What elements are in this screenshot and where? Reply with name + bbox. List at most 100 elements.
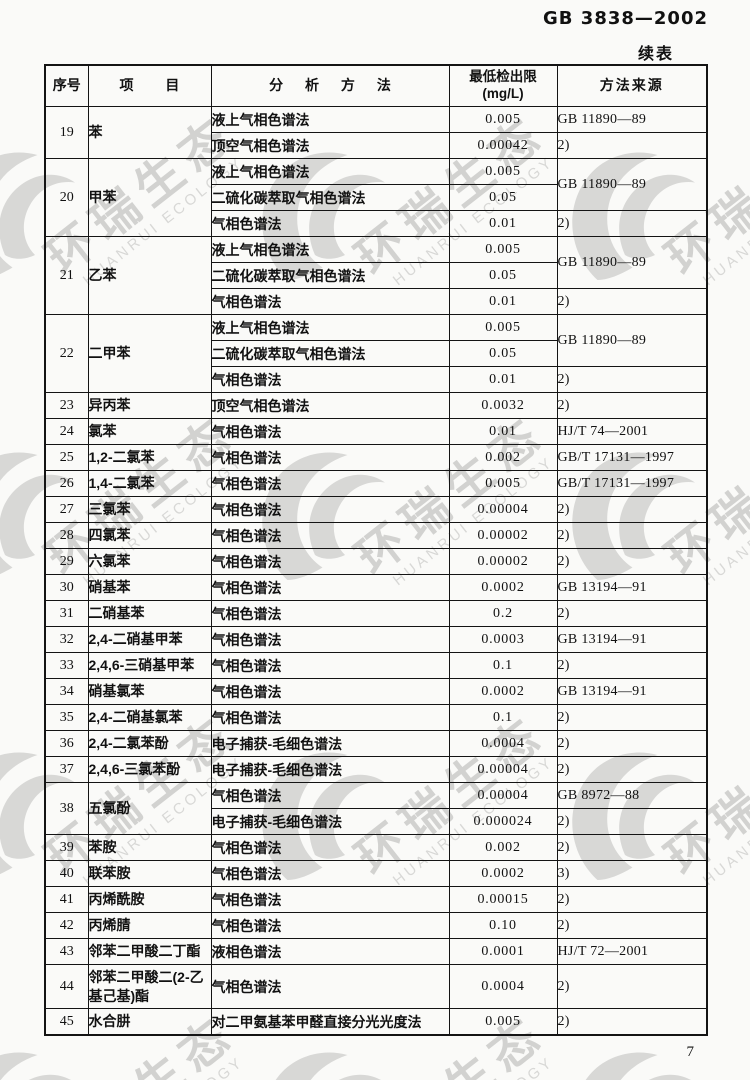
- cell-limit: 0.005: [448, 314, 558, 341]
- cell-method: 顶空气相色谱法: [210, 132, 450, 159]
- cell-limit: 0.0004: [448, 730, 558, 757]
- cell-no: 19: [44, 106, 89, 159]
- table-row: 24 氯苯 气相色谱法 0.01 HJ/T 74—2001: [44, 418, 708, 445]
- cell-method: 电子捕获-毛细色谱法: [210, 730, 450, 757]
- table-row: 41 丙烯酰胺 气相色谱法 0.00015 2): [44, 886, 708, 913]
- cell-limit: 0.1: [448, 704, 558, 731]
- table-row: 35 2,4-二硝基氯苯 气相色谱法 0.1 2): [44, 704, 708, 731]
- cell-source: 2): [556, 548, 708, 575]
- cell-no: 29: [44, 548, 89, 575]
- table-row: 30 硝基苯 气相色谱法 0.0002 GB 13194—91: [44, 574, 708, 601]
- cell-source: 2): [556, 964, 708, 1009]
- cell-limit: 0.0002: [448, 860, 558, 887]
- cell-method: 气相色谱法: [210, 834, 450, 861]
- cell-source: GB 13194—91: [556, 678, 708, 705]
- table-row: 31 二硝基苯 气相色谱法 0.2 2): [44, 600, 708, 627]
- table-row: 39 苯胺 气相色谱法 0.002 2): [44, 834, 708, 861]
- cell-limit: 0.00004: [448, 782, 558, 809]
- table-row: 二硫化碳萃取气相色谱法 0.05: [45, 184, 707, 211]
- table-row: 27 三氯苯 气相色谱法 0.00004 2): [44, 496, 708, 523]
- header-source: 方法来源: [556, 64, 708, 107]
- table-row: 44 邻苯二甲酸二(2-乙基己基)酯 气相色谱法 0.0004 2): [44, 964, 708, 1009]
- cell-item: 氯苯: [87, 418, 212, 445]
- cell-limit: 0.000024: [448, 808, 558, 835]
- cell-no: 45: [44, 1008, 89, 1036]
- cell-method: 气相色谱法: [210, 548, 450, 575]
- cell-no: 32: [44, 626, 89, 653]
- cell-item: 2,4-二氯苯酚: [87, 730, 212, 757]
- cell-no: 23: [44, 392, 89, 419]
- cell-limit: 0.1: [448, 652, 558, 679]
- cell-source: 2): [556, 704, 708, 731]
- cell-no: 35: [44, 704, 89, 731]
- table-row: 22 二甲苯 液上气相色谱法 0.005 GB 11890—89: [44, 314, 708, 393]
- cell-method: 气相色谱法: [210, 912, 450, 939]
- table-row: 电子捕获-毛细色谱法 0.000024 2): [45, 808, 708, 835]
- cell-method: 电子捕获-毛细色谱法: [210, 808, 450, 835]
- cell-method: 电子捕获-毛细色谱法: [210, 756, 450, 783]
- cell-method: 气相色谱法: [210, 886, 450, 913]
- cell-item: 异丙苯: [87, 392, 212, 419]
- cell-method: 对二甲氨基苯甲醛直接分光光度法: [210, 1008, 450, 1036]
- cell-no: 28: [44, 522, 89, 549]
- cell-limit: 0.00002: [448, 548, 558, 575]
- cell-method: 气相色谱法: [210, 496, 450, 523]
- cell-item: 邻苯二甲酸二(2-乙基己基)酯: [87, 964, 212, 1009]
- cell-no: 26: [44, 470, 89, 497]
- page-number: 7: [686, 1044, 695, 1060]
- table-row: 34 硝基氯苯 气相色谱法 0.0002 GB 13194—91: [44, 678, 708, 705]
- cell-no: 30: [44, 574, 89, 601]
- cell-source: 2): [556, 522, 708, 549]
- cell-limit: 0.10: [448, 912, 558, 939]
- cell-source: GB 11890—89: [556, 314, 708, 367]
- cell-method: 气相色谱法: [210, 964, 450, 1009]
- cell-source: 2): [556, 496, 708, 523]
- cell-source: 2): [556, 886, 708, 913]
- cell-source: 2): [556, 652, 708, 679]
- cell-method: 液上气相色谱法: [210, 106, 450, 133]
- cell-limit: 0.01: [448, 210, 558, 237]
- cell-method: 气相色谱法: [210, 470, 450, 497]
- cell-source: 3): [556, 860, 708, 887]
- cell-source: GB 8972—88: [556, 782, 708, 809]
- cell-method: 气相色谱法: [210, 522, 450, 549]
- cell-no: 42: [44, 912, 89, 939]
- cell-item: 丙烯酰胺: [87, 886, 212, 913]
- table-header-row: 序号 项 目 分 析 方 法 最低检出限 (mg/L) 方法来源: [44, 64, 708, 107]
- table-row: 25 1,2-二氯苯 气相色谱法 0.002 GB/T 17131—1997: [44, 444, 708, 471]
- cell-source: 2): [556, 834, 708, 861]
- cell-source: GB 13194—91: [556, 626, 708, 653]
- cell-limit: 0.01: [448, 366, 558, 393]
- cell-item: 二甲苯: [87, 314, 212, 393]
- cell-limit: 0.002: [448, 444, 558, 471]
- cell-item: 六氯苯: [87, 548, 212, 575]
- cell-item: 苯胺: [87, 834, 212, 861]
- cell-item: 五氯酚: [87, 782, 212, 835]
- cell-no: 31: [44, 600, 89, 627]
- table-row: 37 2,4,6-三氯苯酚 电子捕获-毛细色谱法 0.00004 2): [44, 756, 708, 783]
- cell-method: 气相色谱法: [210, 366, 450, 393]
- cell-method: 气相色谱法: [210, 704, 450, 731]
- header-limit-line2: (mg/L): [482, 86, 524, 101]
- cell-no: 44: [44, 964, 89, 1009]
- cell-source: 2): [556, 756, 708, 783]
- table-row: 43 邻苯二甲酸二丁酯 液相色谱法 0.0001 HJ/T 72—2001: [44, 938, 708, 965]
- cell-method: 液上气相色谱法: [210, 236, 450, 263]
- cell-source: HJ/T 72—2001: [556, 938, 708, 965]
- table-row: 二硫化碳萃取气相色谱法 0.05: [45, 340, 707, 367]
- table-row: 二硫化碳萃取气相色谱法 0.05: [45, 262, 707, 289]
- table-row: 23 异丙苯 顶空气相色谱法 0.0032 2): [44, 392, 708, 419]
- cell-method: 气相色谱法: [210, 652, 450, 679]
- cell-method: 液相色谱法: [210, 938, 450, 965]
- cell-no: 22: [44, 314, 89, 393]
- cell-limit: 0.0001: [448, 938, 558, 965]
- cell-no: 39: [44, 834, 89, 861]
- cell-source: 2): [556, 1008, 708, 1036]
- cell-limit: 0.05: [448, 262, 558, 289]
- cell-no: 27: [44, 496, 89, 523]
- table-row: 36 2,4-二氯苯酚 电子捕获-毛细色谱法 0.0004 2): [44, 730, 708, 757]
- cell-source: GB 11890—89: [556, 106, 708, 133]
- table-row: 29 六氯苯 气相色谱法 0.00002 2): [44, 548, 708, 575]
